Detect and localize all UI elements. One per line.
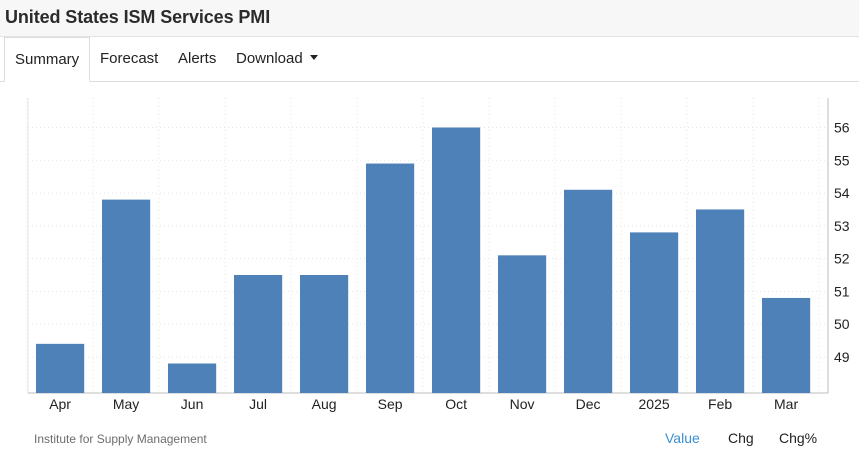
bar: [696, 209, 745, 393]
source-label: Institute for Supply Management: [34, 432, 207, 446]
y-tick-label: 54: [834, 185, 850, 201]
tab-summary[interactable]: Summary: [4, 37, 91, 82]
x-tick-label: Mar: [774, 396, 798, 412]
y-tick-label: 55: [834, 152, 850, 168]
bar-chart: 49 50 51 52 53 54 55 56 Apr May Jun Jul Aug Sep Oct Nov…: [26, 98, 850, 412]
bar: [366, 163, 415, 393]
y-tick-label: 53: [834, 218, 850, 234]
bar: [564, 189, 613, 393]
x-tick-label: May: [113, 396, 139, 412]
x-tick-label: 2025: [639, 396, 670, 412]
bar: [102, 199, 151, 393]
y-tick-label: 56: [834, 120, 850, 136]
tab-download[interactable]: Download: [236, 37, 318, 82]
x-tick-label: Jul: [249, 396, 267, 412]
x-tick-label: Feb: [708, 396, 732, 412]
view-value-link[interactable]: Value: [665, 430, 700, 446]
bar: [630, 232, 679, 393]
y-tick-label: 51: [834, 283, 850, 299]
bar: [762, 297, 811, 393]
tab-bar: Summary Forecast Alerts Download: [0, 37, 859, 82]
x-tick-label: Nov: [510, 396, 535, 412]
bar: [498, 255, 547, 393]
tab-alerts-label: Alerts: [178, 50, 217, 67]
tab-summary-label: Summary: [15, 51, 80, 68]
x-tick-label: Sep: [378, 396, 403, 412]
x-tick-label: Dec: [576, 396, 601, 412]
chevron-down-icon: [309, 54, 318, 60]
y-tick-label: 50: [834, 316, 850, 332]
tab-forecast[interactable]: Forecast: [100, 37, 158, 82]
bar: [168, 363, 217, 393]
bar: [432, 127, 481, 393]
view-chg-pct-link[interactable]: Chg%: [779, 430, 818, 446]
y-tick-label: 52: [834, 251, 850, 267]
page-header: United States ISM Services PMI: [0, 0, 859, 37]
bar: [234, 275, 283, 393]
tab-download-label: Download: [236, 50, 303, 67]
bar: [36, 343, 85, 393]
bar: [300, 275, 349, 393]
x-tick-label: Jun: [181, 396, 204, 412]
view-chg-link[interactable]: Chg: [728, 430, 754, 446]
x-tick-label: Aug: [312, 396, 337, 412]
y-tick-label: 49: [834, 349, 850, 365]
tab-forecast-label: Forecast: [100, 50, 159, 67]
page-title: United States ISM Services PMI: [5, 7, 271, 27]
x-tick-label: Apr: [49, 396, 71, 412]
tab-alerts[interactable]: Alerts: [178, 37, 216, 82]
chart-container: 49 50 51 52 53 54 55 56 Apr May Jun Jul Aug Sep Oct Nov…: [0, 82, 859, 422]
x-tick-label: Oct: [445, 396, 467, 412]
